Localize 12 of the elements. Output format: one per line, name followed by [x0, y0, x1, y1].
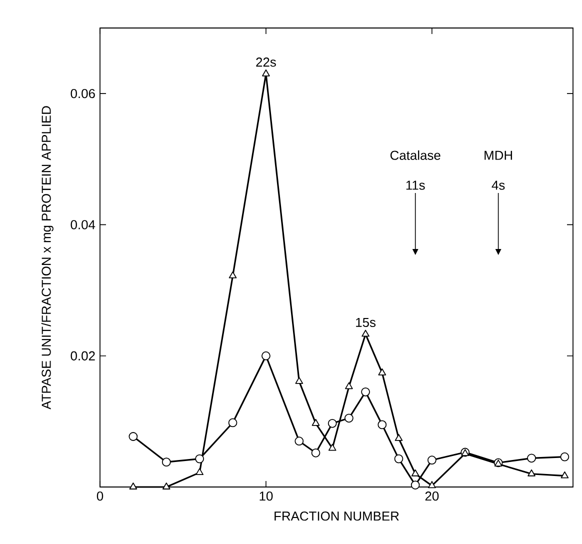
y-tick-label: 0.02 — [70, 351, 95, 360]
annotation: 22s — [256, 58, 276, 67]
text: MDH 4s — [484, 150, 512, 190]
x-tick-label: 10 — [260, 492, 273, 501]
x-tick-label: 20 — [425, 492, 439, 501]
x-axis-title: FRACTION NUMBER — [274, 512, 399, 521]
y-tick-label: 0.04 — [70, 220, 96, 230]
y-axis-title: ATPASE UNIT/FRACTION x mg PROTEIN APPLIED — [41, 106, 54, 410]
x-tick-label: 0 — [96, 492, 104, 501]
text: Catalase 11s — [390, 150, 440, 190]
y-tick-label: 0.06 — [70, 88, 95, 98]
annotation: 15s — [356, 318, 376, 328]
